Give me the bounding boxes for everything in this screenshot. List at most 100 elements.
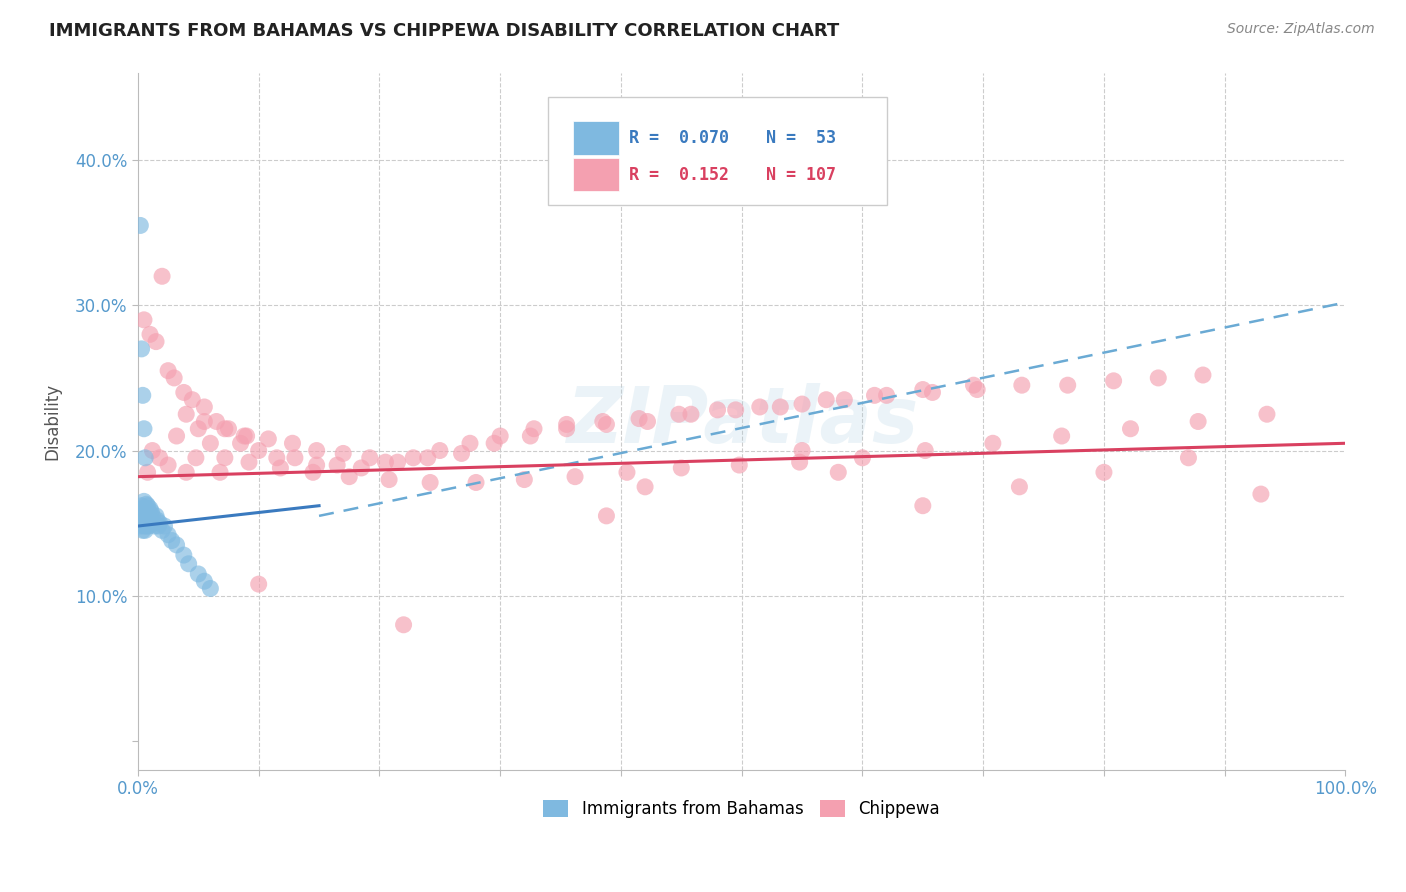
Point [1187, 415, 1209, 429]
FancyBboxPatch shape [572, 158, 619, 192]
Point [135, 508, 157, 523]
Point [141, 504, 163, 518]
Point [132, 524, 155, 538]
Point [790, 443, 813, 458]
Point [138, 519, 160, 533]
Point [564, 469, 586, 483]
Point [238, 455, 260, 469]
Point [208, 465, 231, 479]
Point [1250, 487, 1272, 501]
Point [247, 443, 270, 458]
Point [706, 402, 728, 417]
FancyBboxPatch shape [548, 97, 887, 205]
Point [149, 450, 172, 465]
Point [132, 501, 155, 516]
Point [851, 450, 873, 465]
Point [728, 458, 751, 472]
Point [187, 422, 209, 436]
Point [863, 388, 886, 402]
Point [668, 407, 690, 421]
Point [429, 443, 451, 458]
Point [595, 508, 617, 523]
Point [458, 436, 481, 450]
Point [131, 342, 153, 356]
Point [769, 400, 792, 414]
Point [134, 508, 156, 523]
Point [153, 519, 176, 533]
Text: R =  0.152: R = 0.152 [630, 166, 730, 184]
Point [173, 548, 195, 562]
Point [911, 499, 934, 513]
Point [489, 429, 512, 443]
Point [284, 450, 307, 465]
Text: Source: ZipAtlas.com: Source: ZipAtlas.com [1227, 22, 1375, 37]
Point [128, 513, 150, 527]
Point [555, 417, 578, 432]
Point [914, 443, 936, 458]
Text: N =  53: N = 53 [766, 128, 835, 147]
Point [157, 528, 180, 542]
Point [163, 371, 186, 385]
Point [166, 429, 188, 443]
Point [789, 455, 811, 469]
Point [141, 513, 163, 527]
Point [218, 422, 240, 436]
Point [1092, 465, 1115, 479]
Point [138, 504, 160, 518]
Point [136, 465, 159, 479]
Point [326, 458, 349, 472]
Point [592, 415, 614, 429]
Point [150, 269, 173, 284]
Point [129, 508, 152, 523]
Point [555, 422, 578, 436]
Point [359, 450, 381, 465]
Point [200, 582, 222, 596]
Point [193, 415, 215, 429]
Point [131, 499, 153, 513]
Point [134, 524, 156, 538]
Point [634, 480, 657, 494]
Point [136, 499, 159, 513]
Point [815, 392, 838, 407]
Point [921, 385, 943, 400]
Point [134, 450, 156, 465]
Point [141, 508, 163, 523]
Point [1119, 422, 1142, 436]
Point [332, 446, 354, 460]
Point [257, 432, 280, 446]
Point [233, 429, 256, 443]
Point [129, 219, 152, 233]
Point [142, 516, 165, 530]
Point [129, 519, 152, 533]
Point [131, 504, 153, 518]
Point [1056, 378, 1078, 392]
Point [724, 402, 747, 417]
Point [132, 516, 155, 530]
Point [193, 400, 215, 414]
Point [146, 513, 169, 527]
Point [450, 446, 472, 460]
Point [160, 533, 183, 548]
Point [132, 494, 155, 508]
Point [200, 436, 222, 450]
Point [595, 417, 617, 432]
Point [187, 566, 209, 581]
Point [139, 327, 162, 342]
Point [402, 450, 425, 465]
Point [513, 473, 536, 487]
Point [145, 508, 167, 523]
Point [134, 501, 156, 516]
Text: R =  0.070: R = 0.070 [630, 128, 730, 147]
Text: IMMIGRANTS FROM BAHAMAS VS CHIPPEWA DISABILITY CORRELATION CHART: IMMIGRANTS FROM BAHAMAS VS CHIPPEWA DISA… [49, 22, 839, 40]
Point [911, 383, 934, 397]
Point [131, 516, 153, 530]
Point [465, 475, 488, 490]
Point [148, 519, 170, 533]
Point [378, 473, 401, 487]
Point [150, 524, 173, 538]
Point [1147, 371, 1170, 385]
Point [374, 455, 396, 469]
Point [790, 397, 813, 411]
Point [135, 497, 157, 511]
Point [392, 617, 415, 632]
